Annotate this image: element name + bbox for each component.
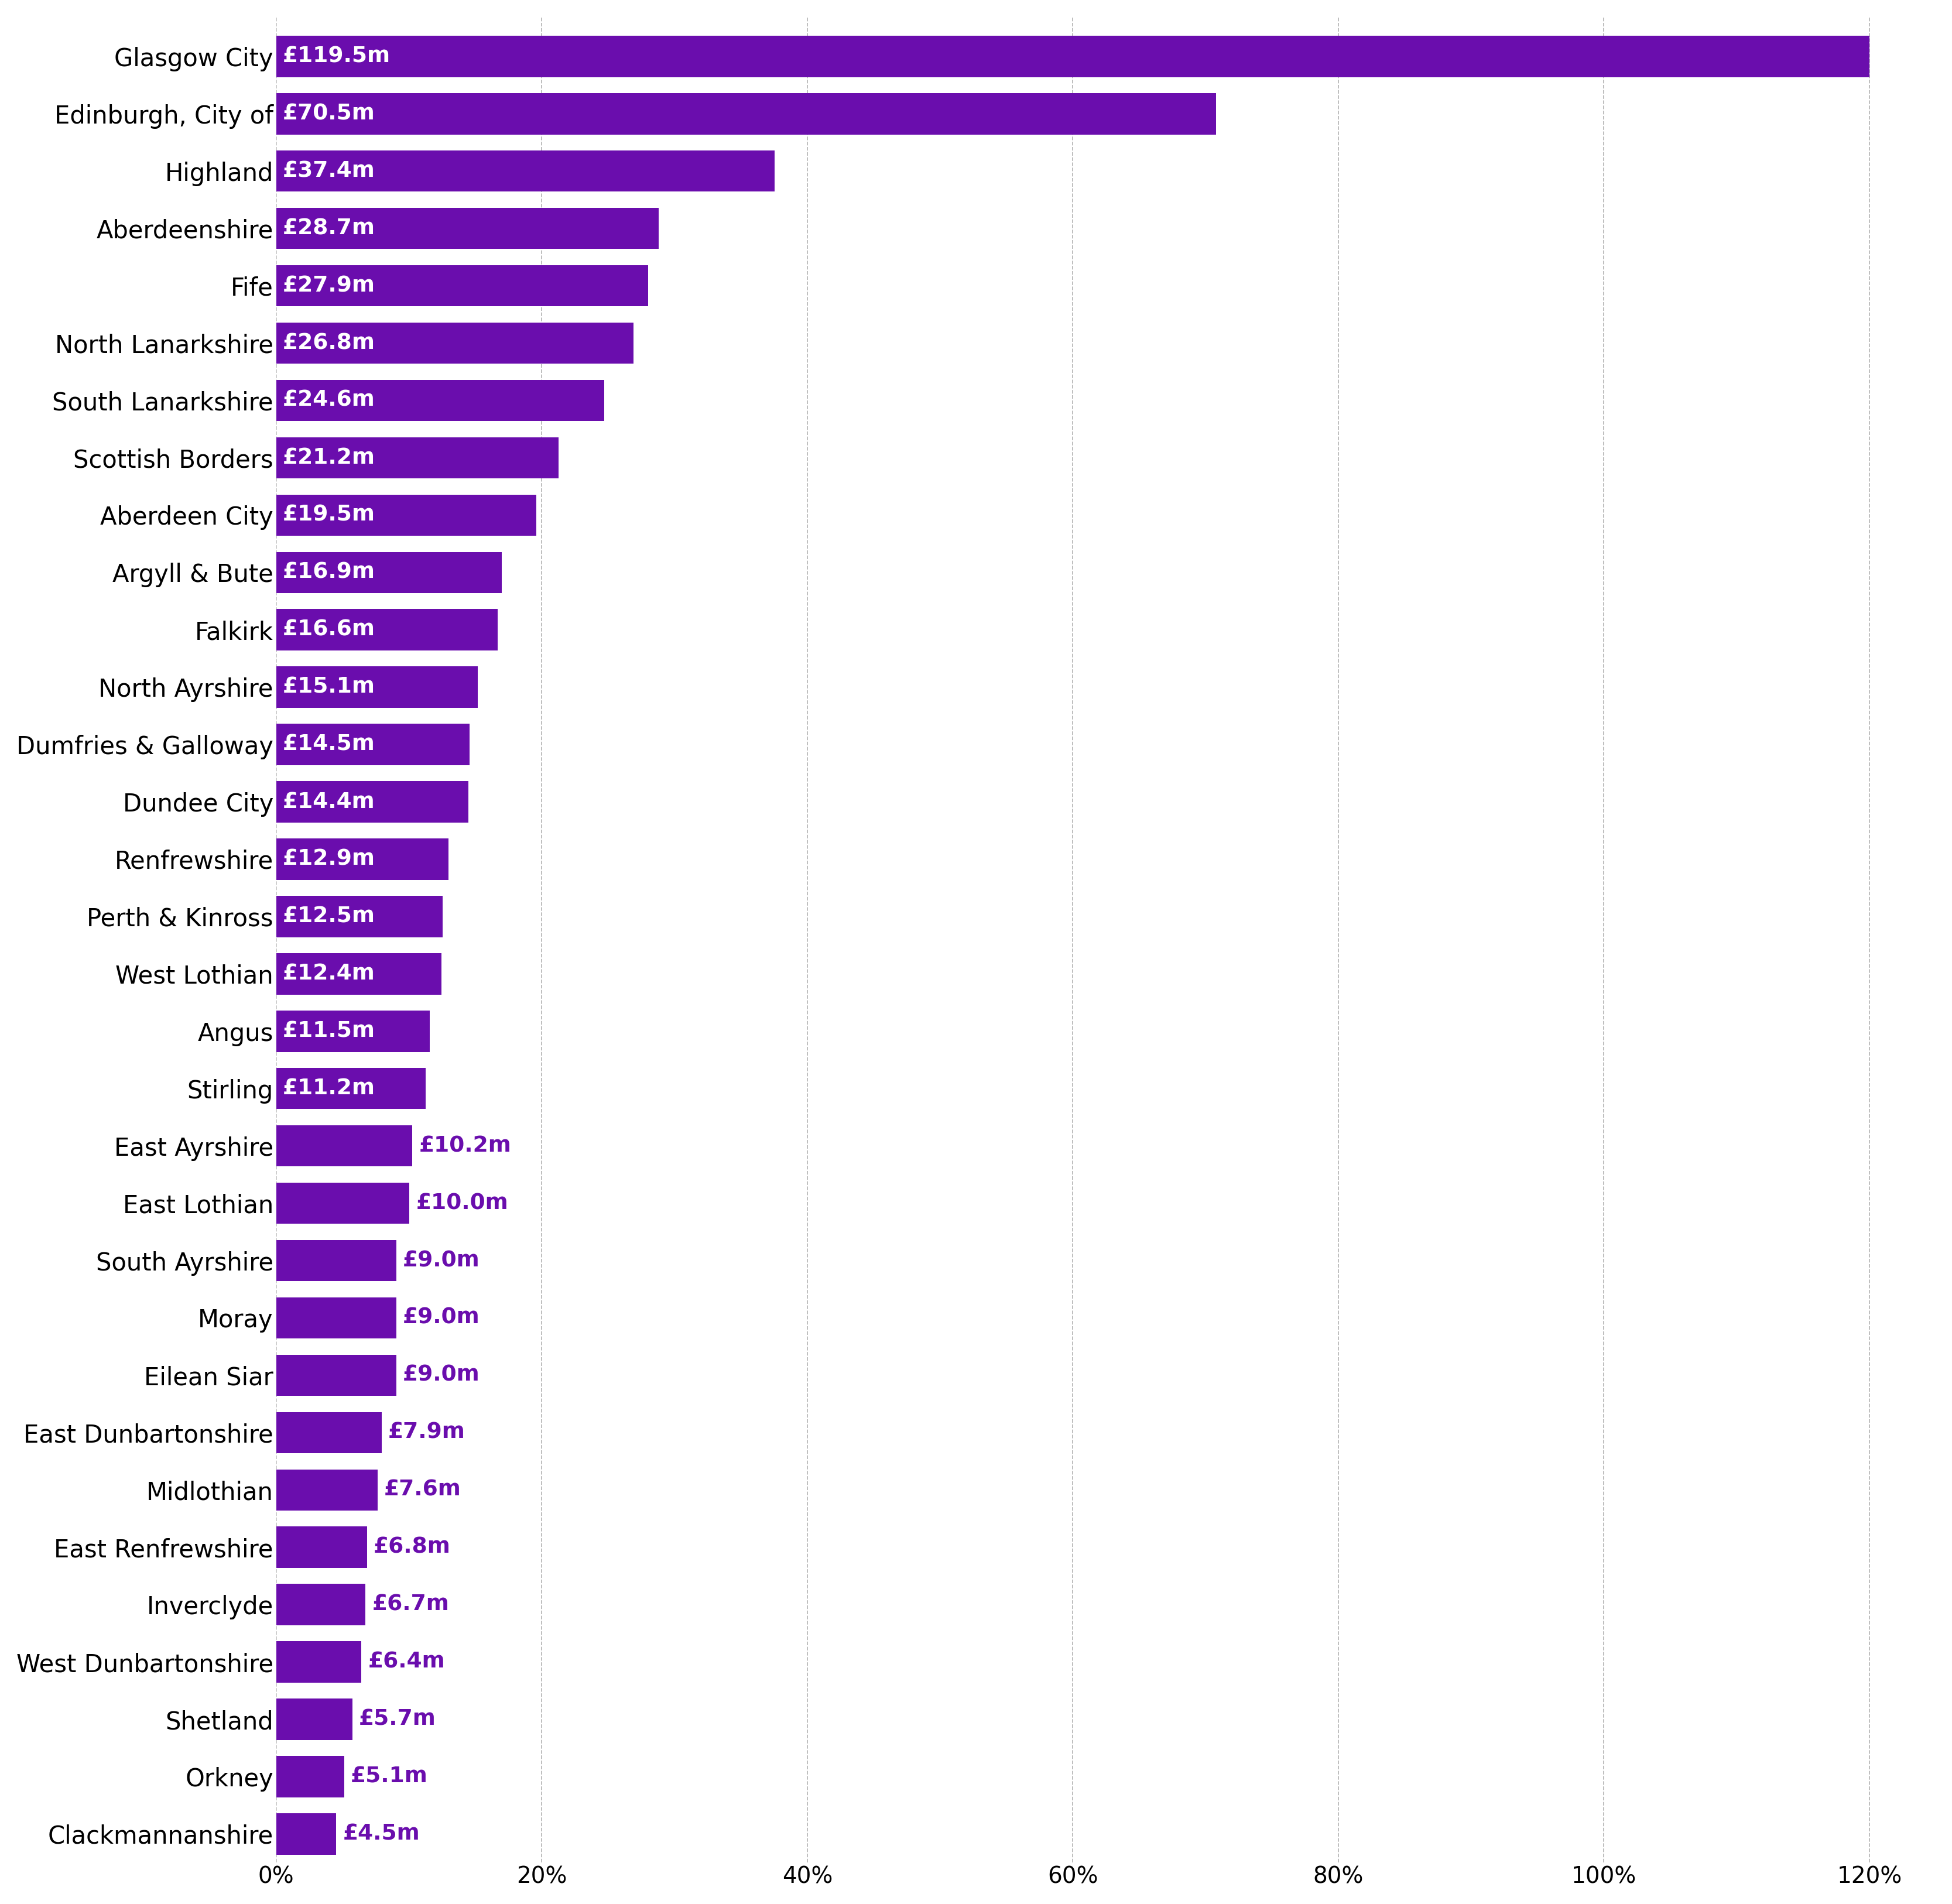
Text: £21.2m: £21.2m	[283, 447, 375, 468]
Bar	[277, 322, 634, 364]
Text: £7.6m: £7.6m	[385, 1479, 461, 1500]
Text: £6.7m: £6.7m	[373, 1594, 449, 1615]
Bar	[277, 1584, 365, 1626]
Text: £5.7m: £5.7m	[359, 1708, 435, 1731]
Bar	[277, 93, 1216, 135]
Bar	[277, 954, 441, 994]
Text: £27.9m: £27.9m	[283, 276, 375, 297]
Bar	[277, 150, 775, 192]
Text: £24.6m: £24.6m	[283, 390, 375, 411]
Text: £26.8m: £26.8m	[283, 333, 375, 354]
Text: £37.4m: £37.4m	[283, 160, 375, 181]
Bar	[277, 666, 478, 708]
Bar	[277, 1240, 396, 1281]
Bar	[277, 1470, 377, 1510]
Bar	[277, 1813, 336, 1854]
Bar	[277, 208, 660, 249]
Bar	[277, 897, 443, 937]
Text: £11.2m: £11.2m	[283, 1078, 375, 1099]
Text: £12.4m: £12.4m	[283, 963, 375, 984]
Text: £4.5m: £4.5m	[344, 1824, 420, 1845]
Text: £7.9m: £7.9m	[388, 1422, 465, 1443]
Bar	[277, 1297, 396, 1339]
Bar	[277, 1354, 396, 1396]
Bar	[277, 609, 498, 651]
Bar	[277, 1011, 429, 1051]
Bar	[277, 1755, 344, 1797]
Bar	[277, 1527, 367, 1567]
Bar	[277, 265, 648, 307]
Bar	[277, 1698, 351, 1740]
Text: £16.6m: £16.6m	[283, 619, 375, 640]
Bar	[277, 1413, 381, 1453]
Bar	[277, 838, 449, 880]
Text: £11.5m: £11.5m	[283, 1021, 375, 1041]
Text: £28.7m: £28.7m	[283, 217, 375, 240]
Bar	[277, 1182, 410, 1224]
Bar	[277, 724, 470, 765]
Text: £6.4m: £6.4m	[369, 1651, 445, 1672]
Bar	[277, 438, 558, 478]
Bar	[277, 1641, 361, 1683]
Text: £70.5m: £70.5m	[283, 103, 375, 124]
Text: £5.1m: £5.1m	[351, 1767, 427, 1788]
Bar	[277, 379, 605, 421]
Text: £9.0m: £9.0m	[402, 1365, 480, 1386]
Text: £19.5m: £19.5m	[283, 505, 375, 526]
Bar	[277, 1125, 412, 1167]
Text: £14.4m: £14.4m	[283, 792, 375, 813]
Text: £12.5m: £12.5m	[283, 906, 375, 927]
Text: £6.8m: £6.8m	[373, 1537, 451, 1557]
Bar	[277, 36, 1870, 76]
Text: £12.9m: £12.9m	[283, 849, 375, 870]
Text: £10.2m: £10.2m	[420, 1135, 511, 1156]
Text: £15.1m: £15.1m	[283, 676, 375, 697]
Bar	[277, 1068, 426, 1110]
Bar	[277, 552, 502, 594]
Text: £16.9m: £16.9m	[283, 562, 375, 583]
Bar	[277, 495, 537, 535]
Text: £10.0m: £10.0m	[416, 1192, 509, 1213]
Text: £9.0m: £9.0m	[402, 1251, 480, 1272]
Text: £119.5m: £119.5m	[283, 46, 390, 67]
Text: £9.0m: £9.0m	[402, 1308, 480, 1329]
Text: £14.5m: £14.5m	[283, 733, 375, 756]
Bar	[277, 781, 468, 823]
